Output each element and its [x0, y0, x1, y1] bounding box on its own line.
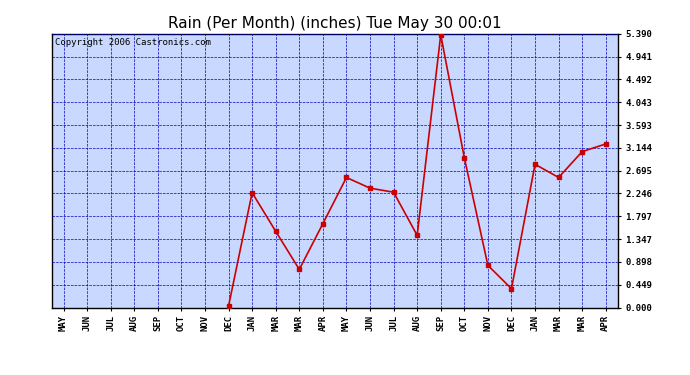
- Title: Rain (Per Month) (inches) Tue May 30 00:01: Rain (Per Month) (inches) Tue May 30 00:…: [168, 16, 502, 31]
- Text: Copyright 2006 Castronics.com: Copyright 2006 Castronics.com: [55, 38, 210, 47]
